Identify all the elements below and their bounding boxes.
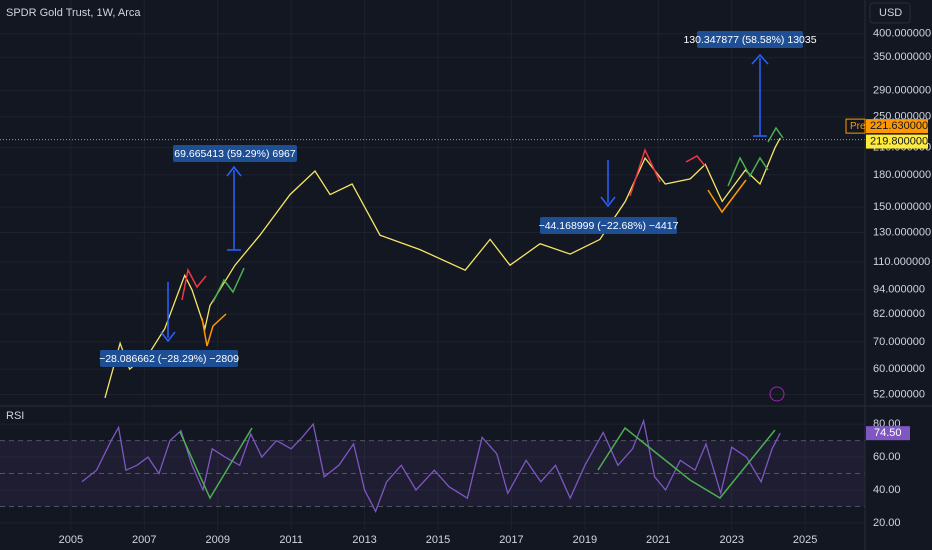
price-tag: Pre	[850, 121, 866, 132]
arrow-head	[226, 165, 242, 177]
currency-box[interactable]	[869, 2, 911, 24]
y-tick-label: 110.000000	[873, 256, 930, 268]
y-tick-label: 94.000000	[873, 284, 925, 296]
measure-label: 69.665413 (59.29%) 6967	[174, 148, 296, 160]
zigzag	[629, 147, 661, 197]
y-tick-label: 350.000000	[873, 51, 931, 63]
y-tick-label: 290.000000	[873, 84, 931, 96]
price-label-box	[866, 119, 928, 134]
measure-box	[540, 217, 677, 234]
last-value-box	[866, 426, 910, 441]
y-tick-label: 52.000000	[873, 388, 925, 400]
y-tick-label: 20.00	[873, 517, 901, 529]
x-tick-label: 2019	[573, 534, 597, 546]
y-tick-label: 40.00	[873, 484, 901, 496]
y-tick-label: 180.000000	[873, 169, 931, 181]
alert-icon[interactable]	[769, 386, 785, 402]
series-line	[81, 418, 781, 514]
measure-label: −28.086662 (−28.29%) −2809	[99, 353, 239, 365]
x-tick-label: 2025	[793, 534, 817, 546]
zigzag	[707, 179, 747, 214]
zigzag	[685, 155, 706, 167]
measure-label: 130.347877 (58.58%) 13035	[683, 34, 816, 46]
chart-title: SPDR Gold Trust, 1W, Arca	[6, 7, 141, 19]
y-tick-label: 60.00	[873, 451, 901, 463]
price-label: 221.630000	[870, 120, 928, 132]
zigzag	[201, 313, 227, 347]
currency: USD	[879, 7, 902, 19]
y-tick-label: 150.000000	[873, 201, 931, 213]
x-tick-label: 2017	[499, 534, 523, 546]
measure-box	[697, 31, 803, 48]
x-tick-label: 2013	[352, 534, 376, 546]
y-tick-label: 60.000000	[873, 363, 925, 375]
y-tick-label: 130.000000	[873, 226, 931, 238]
tag-box	[845, 118, 866, 134]
zigzag	[181, 267, 207, 301]
measure-label: −44.168999 (−22.68%) −4417	[539, 220, 679, 232]
x-tick-label: 2009	[205, 534, 229, 546]
x-tick-label: 2015	[426, 534, 450, 546]
price-label: 219.800000	[870, 135, 928, 147]
x-tick-label: 2005	[59, 534, 83, 546]
x-tick-label: 2011	[279, 534, 303, 546]
last-value-label: 74.50	[874, 427, 902, 439]
measure-box	[173, 145, 297, 162]
rsi-trendline	[597, 426, 776, 499]
zigzag	[767, 126, 784, 143]
x-tick-label: 2021	[646, 534, 670, 546]
price-label-box	[866, 134, 928, 149]
rsi-title: RSI	[6, 410, 24, 422]
x-tick-label: 2023	[719, 534, 743, 546]
y-tick-label: 82.000000	[873, 308, 925, 320]
measure-box	[100, 350, 238, 367]
zigzag	[727, 156, 769, 187]
arrow-head	[751, 53, 769, 65]
rsi-trendline	[179, 427, 253, 500]
y-tick-label: 400.000000	[873, 28, 931, 40]
arrow-head	[160, 331, 176, 343]
arrow-head	[600, 196, 616, 208]
zigzag	[212, 267, 245, 303]
x-tick-label: 2007	[132, 534, 156, 546]
drawings	[160, 53, 784, 500]
series-line	[104, 137, 781, 399]
y-tick-label: 70.000000	[873, 336, 925, 348]
